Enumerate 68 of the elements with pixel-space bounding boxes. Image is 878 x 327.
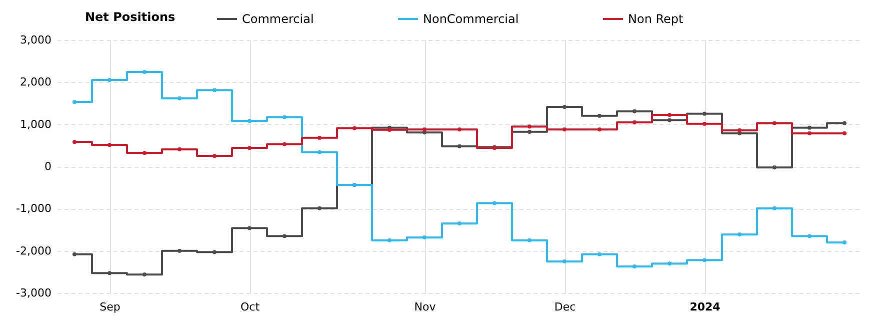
point [422, 235, 426, 240]
y-tick-label: -2,000 [16, 244, 52, 258]
point [178, 147, 182, 152]
point [738, 128, 742, 132]
point [702, 122, 706, 126]
point [282, 142, 286, 146]
point [108, 143, 112, 147]
legend-label: Non Rept [628, 12, 684, 26]
point [562, 127, 566, 132]
point [772, 206, 776, 210]
point [598, 114, 602, 118]
point [528, 238, 532, 242]
point [282, 115, 286, 120]
point [808, 131, 812, 136]
y-tick-label: 1,000 [20, 118, 52, 131]
point [808, 126, 812, 130]
x-tick-label: Dec [554, 300, 576, 314]
point [178, 248, 182, 253]
x-tick-label: Sep [100, 300, 120, 314]
point [282, 234, 286, 238]
point [72, 252, 76, 256]
point [842, 131, 846, 136]
point [458, 127, 462, 132]
point [318, 206, 322, 210]
y-tick-label: 2,000 [20, 76, 52, 89]
point [492, 201, 496, 206]
legend-label: NonCommercial [423, 12, 519, 26]
point [808, 234, 812, 238]
point [108, 271, 112, 276]
point [388, 238, 392, 242]
point [842, 240, 846, 244]
point [668, 113, 672, 118]
point [212, 88, 216, 92]
point [72, 100, 76, 104]
point [632, 264, 636, 268]
point [248, 226, 252, 230]
point [528, 130, 532, 134]
x-tick-label: 2024 [690, 300, 721, 314]
point [72, 140, 76, 144]
point [318, 150, 322, 154]
point [772, 165, 776, 170]
point [422, 127, 426, 132]
legend-label: Commercial [242, 12, 314, 26]
point [702, 258, 706, 262]
point [178, 96, 182, 100]
point [458, 221, 462, 226]
point [842, 121, 846, 126]
point [772, 121, 776, 126]
point [318, 136, 322, 140]
point [668, 118, 672, 122]
y-tick-label: -3,000 [16, 286, 52, 300]
y-tick-label: -1,000 [16, 202, 52, 216]
point [352, 126, 356, 130]
y-tick-label: 3,000 [20, 34, 52, 46]
y-tick-label: 0 [44, 160, 52, 173]
point [598, 127, 602, 132]
point [562, 259, 566, 264]
point [528, 124, 532, 128]
point [458, 144, 462, 148]
point [702, 112, 706, 116]
point [632, 120, 636, 124]
point [212, 250, 216, 254]
point [598, 252, 602, 256]
point [632, 109, 636, 114]
x-tick-label: Nov [414, 300, 436, 314]
legend-title: Net Positions [85, 10, 176, 24]
point [738, 232, 742, 236]
x-tick-label: Oct [240, 300, 260, 314]
